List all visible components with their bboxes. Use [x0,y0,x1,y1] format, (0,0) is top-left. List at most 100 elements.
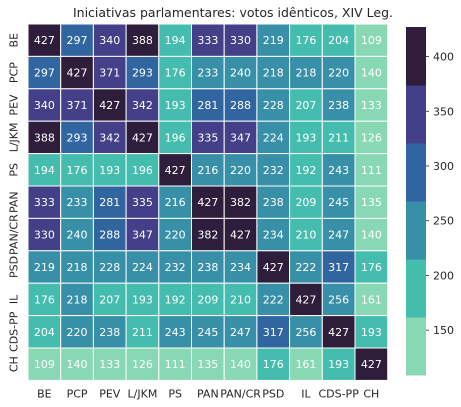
cell-value-label: 228 [99,261,120,274]
cell-value-label: 288 [230,99,251,112]
heatmap-cell [256,217,291,252]
heatmap-cell [27,55,62,90]
heatmap-cell [321,347,356,381]
cell-value-label: 224 [263,131,284,144]
x-tick-label: PSD [262,387,284,400]
cell-value-label: 347 [230,131,251,144]
heatmap-cell [125,120,160,155]
heatmap-cell [27,153,62,187]
y-tick-label: CH [8,356,21,372]
cell-value-label: 427 [99,99,120,112]
cell-value-label: 427 [197,196,218,209]
cell-value-label: 194 [34,164,55,177]
heatmap-cell [354,23,389,57]
cell-value-label: 247 [230,326,251,339]
cell-value-label: 335 [197,131,218,144]
heatmap-cell [289,120,323,155]
heatmap-cell [27,282,62,317]
cell-value-label: 219 [34,261,55,274]
cell-value-label: 297 [34,67,55,80]
heatmap-cell [191,217,225,252]
heatmap-cell [321,217,356,252]
heatmap-cell [256,23,291,57]
cell-value-label: 371 [67,99,88,112]
heatmap-cell [158,153,193,187]
heatmap-cell [158,55,193,90]
x-tick-label: PAN/CR [220,387,261,400]
cell-value-label: 342 [132,99,153,112]
cell-value-label: 340 [99,34,120,47]
heatmap-cell [191,347,225,381]
heatmap-cell [191,153,225,187]
cell-value-label: 232 [165,261,186,274]
heatmap-cell [289,88,323,122]
heatmap-cell [158,347,193,381]
cell-value-label: 342 [99,131,120,144]
heatmap-cell [191,23,225,57]
cell-value-label: 111 [361,164,382,177]
cell-value-label: 233 [197,67,218,80]
cell-value-label: 427 [34,34,55,47]
heatmap-cell [256,347,291,381]
cell-value-label: 176 [295,34,316,47]
colorbar-tick-label: 350 [433,105,454,118]
cell-value-label: 233 [67,196,88,209]
heatmap-cell [289,217,323,252]
cell-value-label: 388 [34,131,55,144]
cell-value-label: 209 [295,196,316,209]
heatmap-cell [321,282,356,317]
heatmap-cell [125,315,160,349]
heatmap-cell [321,153,356,187]
heatmap-cell [223,88,258,122]
cell-value-label: 240 [230,67,251,80]
heatmap-cell [289,282,323,317]
cell-value-label: 207 [295,99,316,112]
cell-value-label: 228 [263,99,284,112]
heatmap-cell [158,88,193,122]
heatmap-cell [354,315,389,349]
heatmap-cell [60,217,94,252]
heatmap-cell [191,185,225,219]
cell-value-label: 281 [99,196,120,209]
cell-value-label: 388 [132,34,153,47]
cell-value-label: 218 [263,67,284,80]
cell-value-label: 216 [165,196,186,209]
heatmap-cell [354,282,389,317]
y-tick-label: CDS-PP [8,311,21,352]
cell-value-label: 193 [295,131,316,144]
heatmap-cell [321,250,356,284]
heatmap-cell [27,217,62,252]
cell-value-label: 176 [361,261,382,274]
cell-value-label: 333 [34,196,55,209]
heatmap-cell [92,282,127,317]
cell-value-label: 140 [230,358,251,371]
y-tick-label: PAN [8,191,21,213]
heatmap-cell [223,282,258,317]
cell-value-label: 256 [328,293,349,306]
cell-value-label: 209 [197,293,218,306]
cell-value-label: 427 [328,326,349,339]
cell-value-label: 382 [197,229,218,242]
heatmap-cell [158,315,193,349]
cell-value-label: 140 [361,229,382,242]
cell-value-label: 347 [132,229,153,242]
heatmap-cell [354,120,389,155]
heatmap-cell [92,315,127,349]
heatmap-cell [125,185,160,219]
cell-value-label: 193 [328,358,349,371]
cell-value-label: 247 [328,229,349,242]
cell-value-label: 427 [230,229,251,242]
cell-value-label: 224 [132,261,153,274]
cell-value-label: 111 [165,358,186,371]
colorbar-segment [406,85,426,144]
cell-value-label: 176 [34,293,55,306]
cell-value-label: 216 [197,164,218,177]
cell-value-label: 133 [361,99,382,112]
cell-value-label: 234 [263,229,284,242]
y-tick-label: IL [8,294,21,304]
heatmap-cell [354,153,389,187]
y-tick-label: PCP [8,62,21,83]
x-axis-labels: BE PCP PEV L/JKM PS PAN PAN/CR PSD IL CDS-PP CH [37,387,379,400]
cell-value-label: 218 [67,261,88,274]
